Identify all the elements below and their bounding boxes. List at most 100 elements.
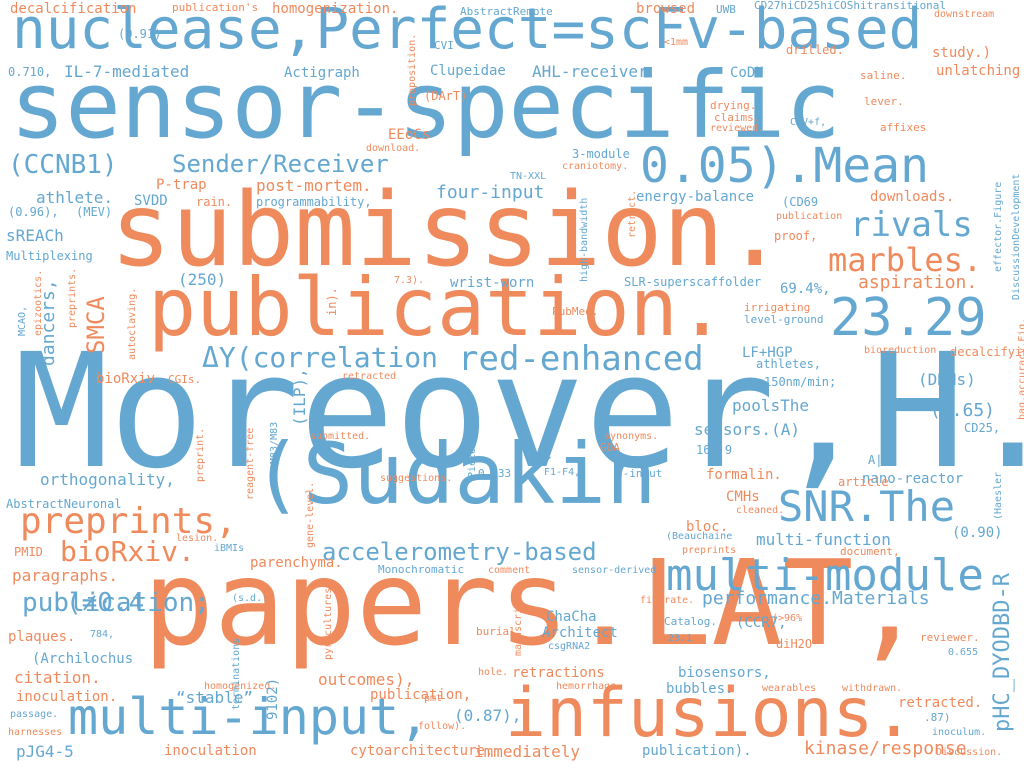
cloud-word: (Beauchaine: [666, 531, 733, 542]
cloud-word: P-trap: [156, 177, 207, 193]
cloud-word: sensor-derived: [572, 565, 657, 576]
cloud-word: kinase/response: [804, 738, 967, 759]
cloud-word: downstream: [934, 9, 995, 20]
cloud-word: A|: [868, 453, 883, 467]
cloud-word: homogenized.: [204, 681, 277, 692]
cloud-word: comment: [488, 565, 531, 576]
cloud-word: 69.4%,: [780, 281, 831, 297]
cloud-word: athletes,: [756, 357, 822, 371]
cloud-word: publication,: [370, 687, 472, 703]
cloud-word: unlatching: [936, 63, 1021, 79]
cloud-word: autoclaving.: [127, 287, 138, 360]
cloud-word: (0.96),: [8, 205, 59, 219]
cloud-word: bag.accuracy.Fig.: [1017, 317, 1024, 420]
cloud-word: athlete.: [36, 188, 114, 207]
cloud-word: wearables: [762, 683, 817, 694]
cloud-word: pHC_DYODBD-R: [990, 573, 1015, 732]
cloud-word: Discussion.: [936, 747, 1003, 758]
cloud-word: decalcification: [10, 1, 137, 17]
cloud-word: burial.: [476, 625, 523, 638]
cloud-word: pyrocultures: [323, 587, 334, 660]
cloud-word: nuclease,Perfect=scFv-based: [12, 0, 923, 62]
cloud-word: EEoCs: [388, 127, 431, 143]
cloud-word: IL-7-mediated: [64, 62, 190, 81]
cloud-word: downloads.: [870, 189, 955, 205]
cloud-word: F1-F4,: [544, 467, 581, 478]
cloud-word: (0.87),: [454, 706, 522, 725]
cloud-word: publication: [776, 211, 843, 222]
cloud-word: publication's: [172, 1, 259, 14]
cloud-word: publication).: [642, 743, 752, 759]
cloud-word: 3-module: [572, 147, 630, 161]
cloud-word: reagent-free: [245, 427, 256, 500]
cloud-word: ΔY(correlation: [202, 341, 439, 374]
cloud-word: (0.91): [118, 27, 162, 41]
cloud-word: drying.: [710, 99, 757, 112]
cloud-word: inoculation.: [16, 689, 118, 705]
cloud-word: (0.65): [930, 400, 996, 421]
cloud-word: AbstractRemote: [460, 5, 553, 18]
cloud-word: <1mm: [664, 37, 689, 48]
cloud-word: publication;: [22, 588, 210, 618]
cloud-word: pmt: [424, 693, 443, 704]
cloud-word: submission.: [110, 171, 786, 290]
cloud-word: 7.3).: [394, 275, 425, 286]
cloud-word: (0.90): [952, 525, 1003, 541]
cloud-word: M83/M83: [269, 421, 280, 464]
cloud-word: orthogonality,: [40, 470, 175, 489]
cloud-word: bioRxiv: [96, 371, 156, 387]
cloud-word: retractions: [512, 665, 605, 681]
cloud-word: CGIs.: [168, 373, 202, 386]
cloud-word: formalin.: [706, 467, 782, 483]
cloud-word: PubMed.: [552, 305, 599, 318]
cloud-word: poolsThe: [732, 396, 810, 415]
cloud-word: 9102): [265, 677, 281, 720]
cloud-word: Piezoelectric: [467, 399, 478, 478]
cloud-word: in).: [325, 287, 339, 316]
cloud-word: citation.: [14, 668, 101, 687]
cloud-word: diH2O: [776, 637, 813, 651]
cloud-word: ChaCha: [546, 609, 597, 625]
cloud-word: craniotomy.: [562, 161, 629, 172]
cloud-word: proposition.: [407, 33, 418, 106]
cloud-word: SVDD: [134, 193, 168, 209]
cloud-word: rivals: [850, 205, 973, 245]
cloud-word: (DArT): [424, 89, 468, 103]
cloud-word: homogenization.: [272, 1, 399, 17]
cloud-word: 3-input: [616, 467, 663, 480]
cloud-word: claims.: [714, 111, 761, 124]
cloud-word: gene-level.: [305, 481, 316, 548]
cloud-word: 784,: [90, 629, 115, 640]
cloud-word: browsed: [636, 1, 696, 17]
cloud-word: high-bandwidth: [579, 197, 590, 282]
cloud-word: passage.: [10, 709, 59, 720]
cloud-word: Moreover,H.: [14, 320, 1024, 504]
cloud-word: Monochromatic: [378, 563, 465, 576]
cloud-word: (CD69: [782, 195, 819, 209]
cloud-word: submitted.: [310, 431, 371, 442]
cloud-word: withdrawn.: [842, 683, 903, 694]
cloud-word: manuscript).: [513, 583, 524, 656]
cloud-word: 0.655: [948, 647, 979, 658]
cloud-word: download.: [366, 143, 421, 154]
cloud-word: CD25,: [964, 421, 1001, 435]
cloud-word: Sender/Receiver: [172, 150, 389, 178]
cloud-word: GOA: [600, 441, 620, 454]
cloud-word: sREACh: [6, 226, 64, 245]
cloud-word: Multiplexing: [6, 249, 93, 263]
cloud-word: four-input: [436, 182, 545, 203]
cloud-word: outcomes),: [318, 670, 415, 689]
cloud-word: 0.05).Mean: [640, 138, 929, 194]
cloud-word: document,: [840, 545, 900, 558]
cloud-word: nano-reactor: [862, 471, 964, 487]
cloud-word: 167.9: [696, 443, 733, 457]
cloud-word: cleaned.: [736, 505, 785, 516]
cloud-word: (MEV): [76, 205, 113, 219]
cloud-word: aspiration.: [858, 272, 978, 293]
cloud-word: (250): [178, 270, 227, 289]
cloud-word: retracted: [342, 371, 397, 382]
cloud-word: inoculation: [164, 743, 257, 759]
cloud-word: sensor-specific: [10, 52, 841, 159]
cloud-word: infusions.: [505, 674, 915, 753]
